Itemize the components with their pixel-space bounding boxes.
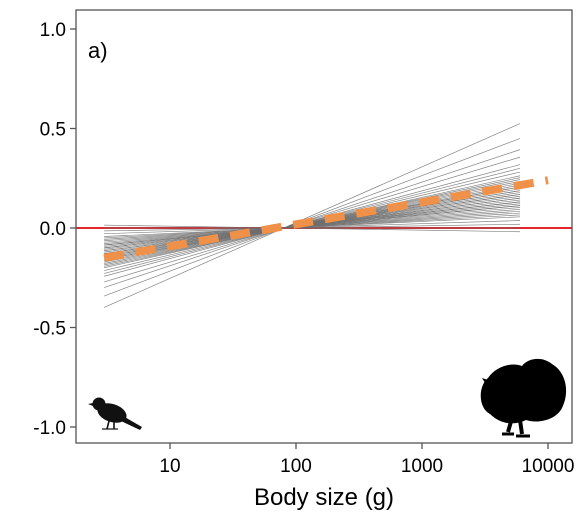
x-tick-label: 10000 (522, 456, 575, 477)
x-tick-label: 1000 (401, 456, 443, 477)
plot-frame (75, 9, 573, 444)
x-axis-title: Body size (g) (254, 484, 394, 511)
individual-line (104, 220, 521, 235)
turkey-silhouette-icon (480, 358, 567, 438)
y-tick-label: -0.5 (33, 319, 66, 340)
x-tick-label: 100 (280, 456, 312, 477)
y-tick-label: 0.5 (40, 120, 66, 141)
x-tick-label: 10 (159, 456, 180, 477)
y-tick-label: -1.0 (33, 418, 66, 439)
individual-line (104, 224, 521, 233)
y-tick-label: 1.0 (40, 20, 66, 41)
individual-line (103, 138, 521, 297)
mean-trend-line (103, 176, 549, 262)
axis-ticks: 1.0 0.5 0.0 -0.5 -1.0 10 100 1000 10000 (33, 20, 574, 477)
individual-line (104, 223, 521, 232)
individual-line (103, 123, 521, 308)
y-tick-label: 0.0 (40, 219, 66, 240)
small-bird-silhouette-icon (88, 397, 142, 430)
panel-label: a) (88, 38, 108, 63)
individual-lines (103, 123, 521, 308)
